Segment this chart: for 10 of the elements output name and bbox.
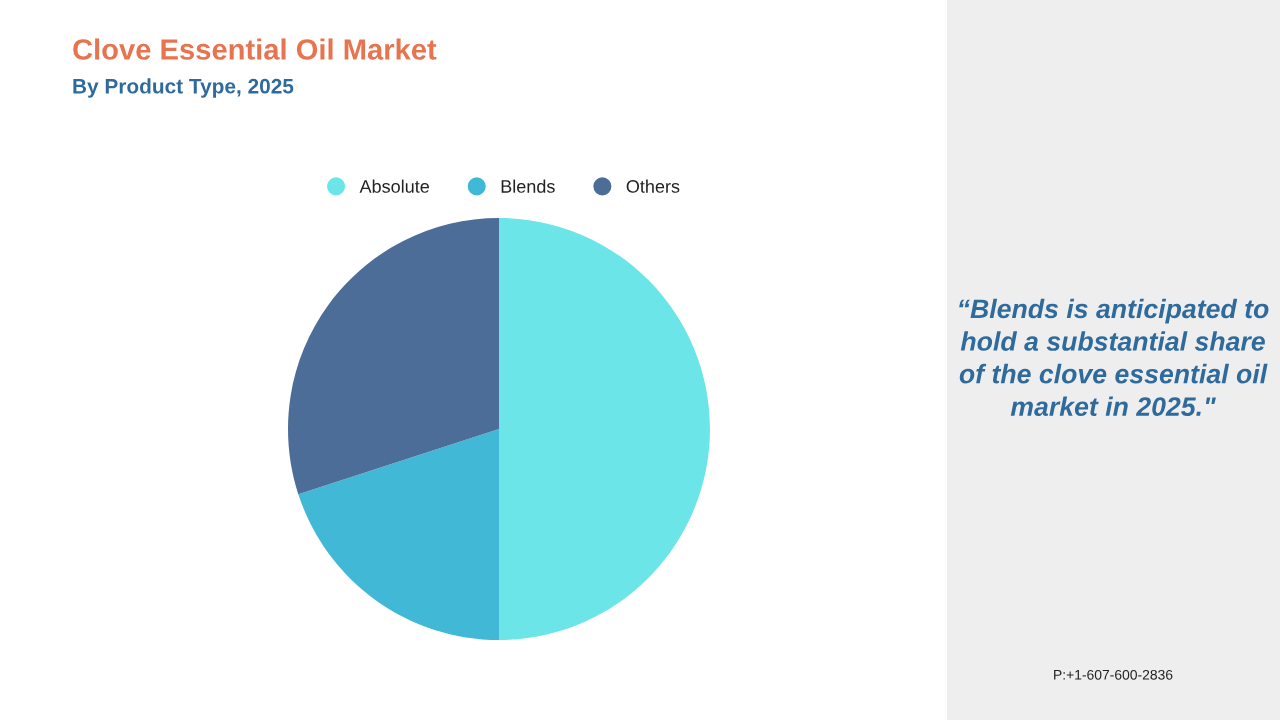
legend-label: Blends [501, 179, 555, 193]
text: “Blends is anticipated to hold a substantial share of the clove essential oil market in 2025." [959, 298, 1269, 417]
chart-title: Clove Essential Oil Market [73, 38, 437, 60]
pie-slice [298, 429, 499, 640]
legend-label: Others [626, 179, 680, 193]
pie-slice [288, 218, 499, 495]
legend-label: Absolute [359, 179, 429, 193]
pie-slice [499, 218, 710, 640]
text: P:+1-607-600-2836 [1054, 669, 1173, 680]
chart-subtitle: By Product Type, 2025 [73, 78, 294, 98]
